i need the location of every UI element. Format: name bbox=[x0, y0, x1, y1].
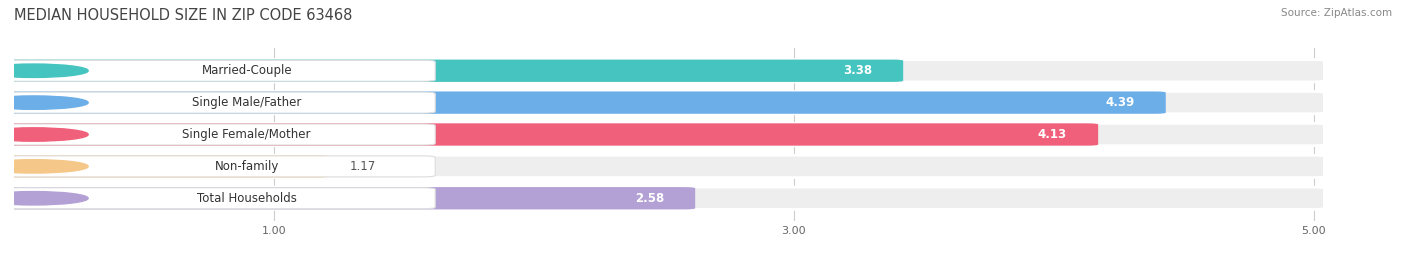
FancyBboxPatch shape bbox=[4, 155, 329, 178]
Circle shape bbox=[0, 64, 89, 77]
FancyBboxPatch shape bbox=[4, 123, 1098, 146]
Text: Total Households: Total Households bbox=[197, 192, 297, 205]
Circle shape bbox=[0, 128, 89, 141]
Circle shape bbox=[0, 160, 89, 173]
Text: Source: ZipAtlas.com: Source: ZipAtlas.com bbox=[1281, 8, 1392, 18]
FancyBboxPatch shape bbox=[4, 155, 1324, 178]
Text: 4.39: 4.39 bbox=[1105, 96, 1135, 109]
Text: Single Male/Father: Single Male/Father bbox=[193, 96, 301, 109]
FancyBboxPatch shape bbox=[6, 156, 436, 177]
Text: Non-family: Non-family bbox=[215, 160, 278, 173]
FancyBboxPatch shape bbox=[6, 60, 436, 81]
Text: Married-Couple: Married-Couple bbox=[201, 64, 292, 77]
FancyBboxPatch shape bbox=[4, 59, 1324, 82]
FancyBboxPatch shape bbox=[4, 91, 1166, 114]
Text: 4.13: 4.13 bbox=[1038, 128, 1067, 141]
Text: 1.17: 1.17 bbox=[350, 160, 375, 173]
Text: 2.58: 2.58 bbox=[634, 192, 664, 205]
FancyBboxPatch shape bbox=[6, 92, 436, 113]
FancyBboxPatch shape bbox=[4, 123, 1324, 146]
Text: MEDIAN HOUSEHOLD SIZE IN ZIP CODE 63468: MEDIAN HOUSEHOLD SIZE IN ZIP CODE 63468 bbox=[14, 8, 353, 23]
FancyBboxPatch shape bbox=[4, 187, 695, 210]
FancyBboxPatch shape bbox=[4, 187, 1324, 210]
FancyBboxPatch shape bbox=[4, 59, 903, 82]
Text: Single Female/Mother: Single Female/Mother bbox=[183, 128, 311, 141]
FancyBboxPatch shape bbox=[4, 91, 1324, 114]
FancyBboxPatch shape bbox=[6, 124, 436, 145]
Circle shape bbox=[0, 192, 89, 205]
Text: 3.38: 3.38 bbox=[842, 64, 872, 77]
FancyBboxPatch shape bbox=[6, 188, 436, 209]
Circle shape bbox=[0, 96, 89, 109]
